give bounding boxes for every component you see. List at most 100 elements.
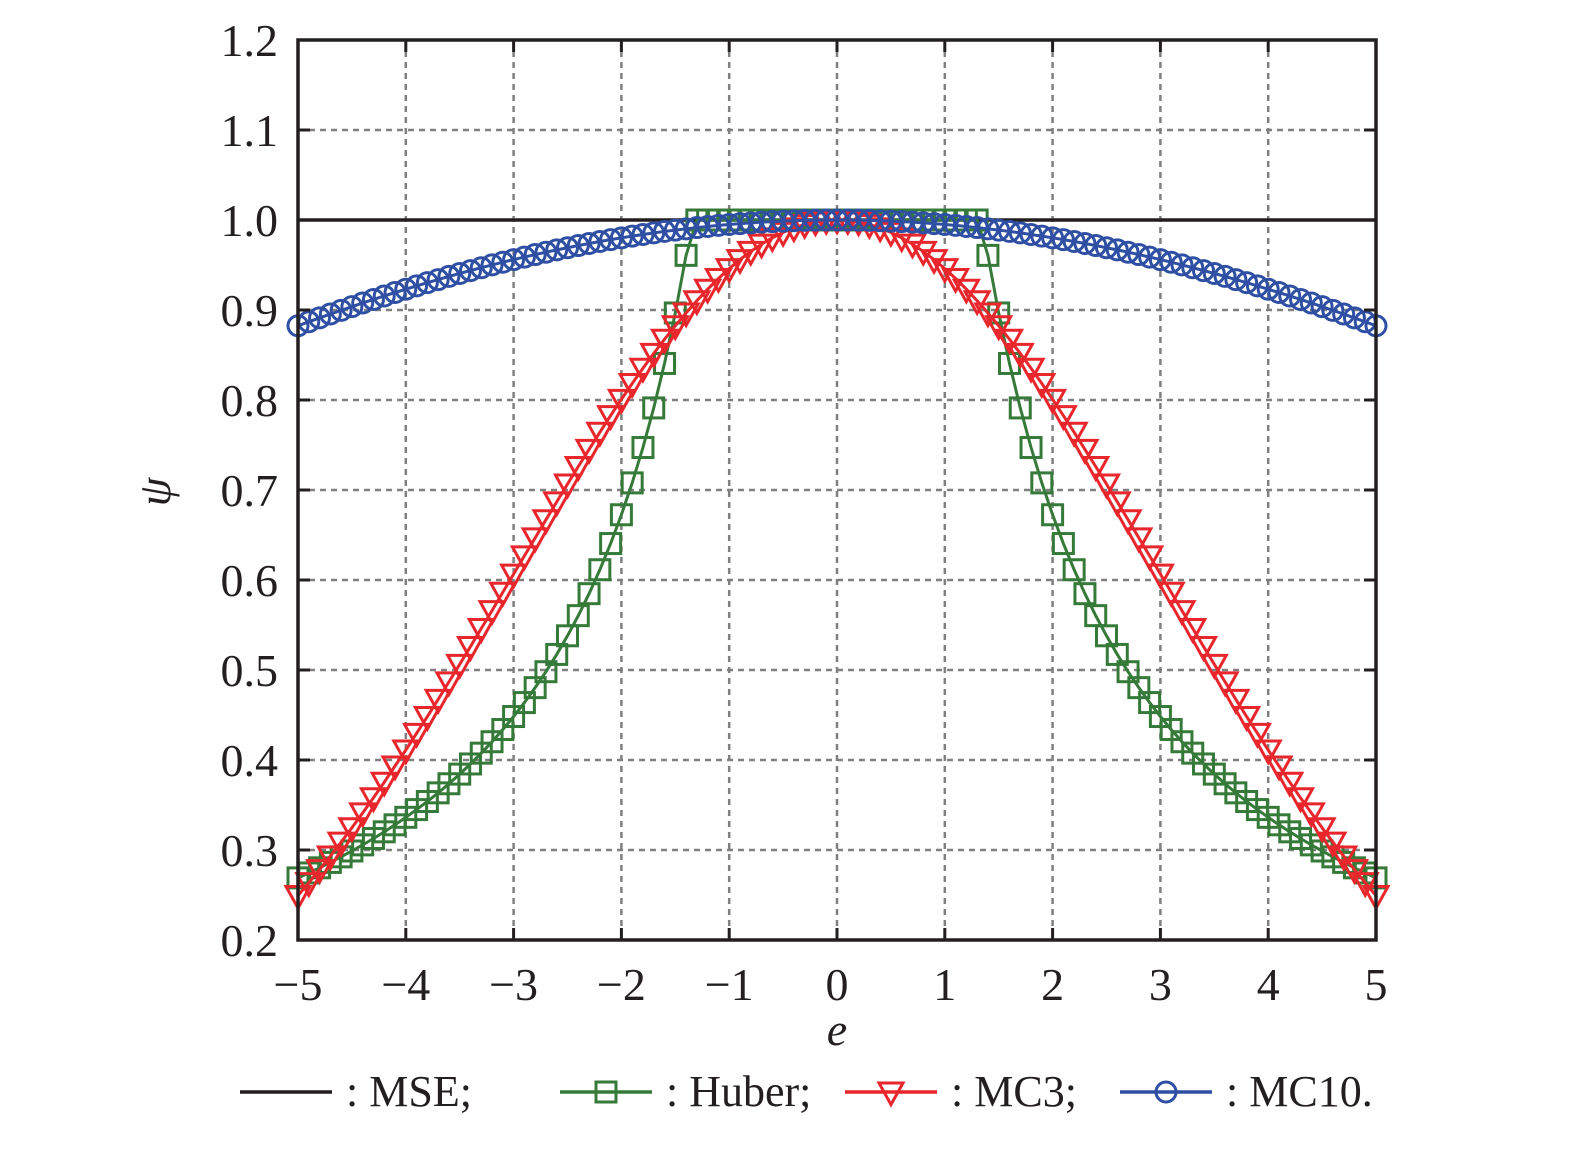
mc10-point [1245, 274, 1269, 298]
mc3-point [984, 315, 1014, 342]
mc10-point [1062, 230, 1086, 254]
mc3-point [671, 302, 701, 329]
x-tick-label: 4 [1257, 959, 1280, 1010]
mc10-point [890, 210, 914, 234]
mc3-point [499, 563, 529, 590]
mc3-point [445, 653, 475, 681]
mc10-point [1256, 277, 1280, 301]
mc10-point [836, 208, 860, 232]
mc10-point [793, 208, 817, 232]
mc10-point [1310, 295, 1334, 319]
mc10-point [663, 218, 687, 242]
mc3-point [649, 328, 680, 355]
legend-label-huber: : Huber; [666, 1067, 811, 1116]
huber-point [1051, 532, 1075, 556]
mc10-point [922, 212, 946, 236]
mc10-point [728, 212, 752, 236]
x-tick-label: 5 [1365, 959, 1388, 1010]
mc3-point [337, 817, 367, 844]
mc10-point [760, 210, 784, 234]
x-tick-label: −1 [705, 959, 754, 1010]
mc3-point [1178, 618, 1208, 645]
legend-item-mc3: : MC3; [845, 1067, 1077, 1116]
mc10-point [566, 234, 590, 258]
mc3-point [1307, 817, 1337, 844]
mc3-point [1091, 473, 1122, 500]
mc10-point [372, 284, 396, 308]
mc10-point [1116, 240, 1140, 264]
mc10-point [491, 250, 515, 274]
mc10-point [1127, 243, 1151, 267]
legend-marker-huber [594, 1080, 618, 1104]
mc3-point [887, 227, 917, 254]
mc10-point [588, 230, 612, 254]
x-tick-label: −2 [597, 959, 646, 1010]
mc3-point [736, 240, 766, 268]
y-tick-label: 1.2 [221, 15, 279, 66]
mc10-point [523, 243, 547, 267]
series-mc10 [286, 208, 1388, 338]
mc3-point [455, 636, 486, 663]
mc10-point [448, 261, 472, 285]
mc10-point [394, 277, 418, 301]
mc3-point [1102, 491, 1132, 518]
y-tick-label: 0.8 [221, 375, 279, 426]
mc3-point [552, 473, 583, 500]
mc10-point [911, 211, 935, 235]
mc10-point [1267, 281, 1291, 305]
legend: : MSE;: Huber;: MC3;: MC10. [240, 1067, 1373, 1116]
mc10-point [997, 219, 1021, 243]
mc3-point [693, 278, 723, 305]
mc10-point [685, 216, 709, 240]
mc3-point [1296, 802, 1326, 829]
mc10-point [879, 209, 903, 233]
mc3-point [628, 357, 658, 384]
mc10-point [750, 210, 774, 234]
huber-point [566, 604, 590, 628]
mc3-point [844, 211, 874, 238]
mc10-point [1192, 259, 1216, 283]
mc3-point [563, 456, 593, 483]
huber-point [1008, 396, 1032, 420]
grid-lines [298, 40, 1376, 940]
mc3-point [746, 233, 777, 260]
mc3-point [305, 859, 335, 886]
mc10-point [674, 217, 698, 241]
mc3-point [402, 722, 432, 750]
mc10-point [599, 228, 623, 252]
mc3-point [1232, 706, 1262, 733]
mc3-point [477, 600, 507, 627]
mc3-point [1199, 653, 1229, 681]
mc10-point [1332, 302, 1356, 326]
huber-point [631, 436, 655, 460]
mc10-point [987, 218, 1011, 242]
mc10-point [944, 213, 968, 237]
mc3-point [1038, 388, 1068, 416]
x-tick-label: −4 [381, 959, 430, 1010]
huber-point [642, 396, 666, 420]
mc3-point [1005, 342, 1035, 370]
huber-point [674, 243, 698, 267]
mc3-point [1188, 636, 1219, 663]
mc3-point [1221, 688, 1251, 716]
mc10-point [653, 219, 677, 243]
x-tick-label: 1 [933, 959, 956, 1010]
mc10-point [426, 268, 450, 292]
mc3-point [639, 342, 669, 370]
y-tick-label: 1.0 [221, 195, 279, 246]
mc3-point [358, 787, 389, 814]
x-tick-labels: −5 −4 −3 −2 −1 0 1 2 3 4 5 [274, 959, 1388, 1010]
mc3-point [574, 438, 604, 466]
y-tick-label: 1.1 [221, 105, 279, 156]
mc10-point [696, 214, 720, 238]
mc10-point [868, 209, 892, 233]
mc10-point [1159, 250, 1183, 274]
mc10-point [1073, 231, 1097, 255]
x-axis-label: e [827, 1004, 847, 1055]
mc10-point [1224, 268, 1248, 292]
mc10-point [1084, 234, 1108, 258]
mc10-point [383, 281, 407, 305]
mc10-point [512, 245, 536, 269]
mc3-point [908, 240, 938, 268]
y-axis-label: ψ [129, 476, 180, 506]
